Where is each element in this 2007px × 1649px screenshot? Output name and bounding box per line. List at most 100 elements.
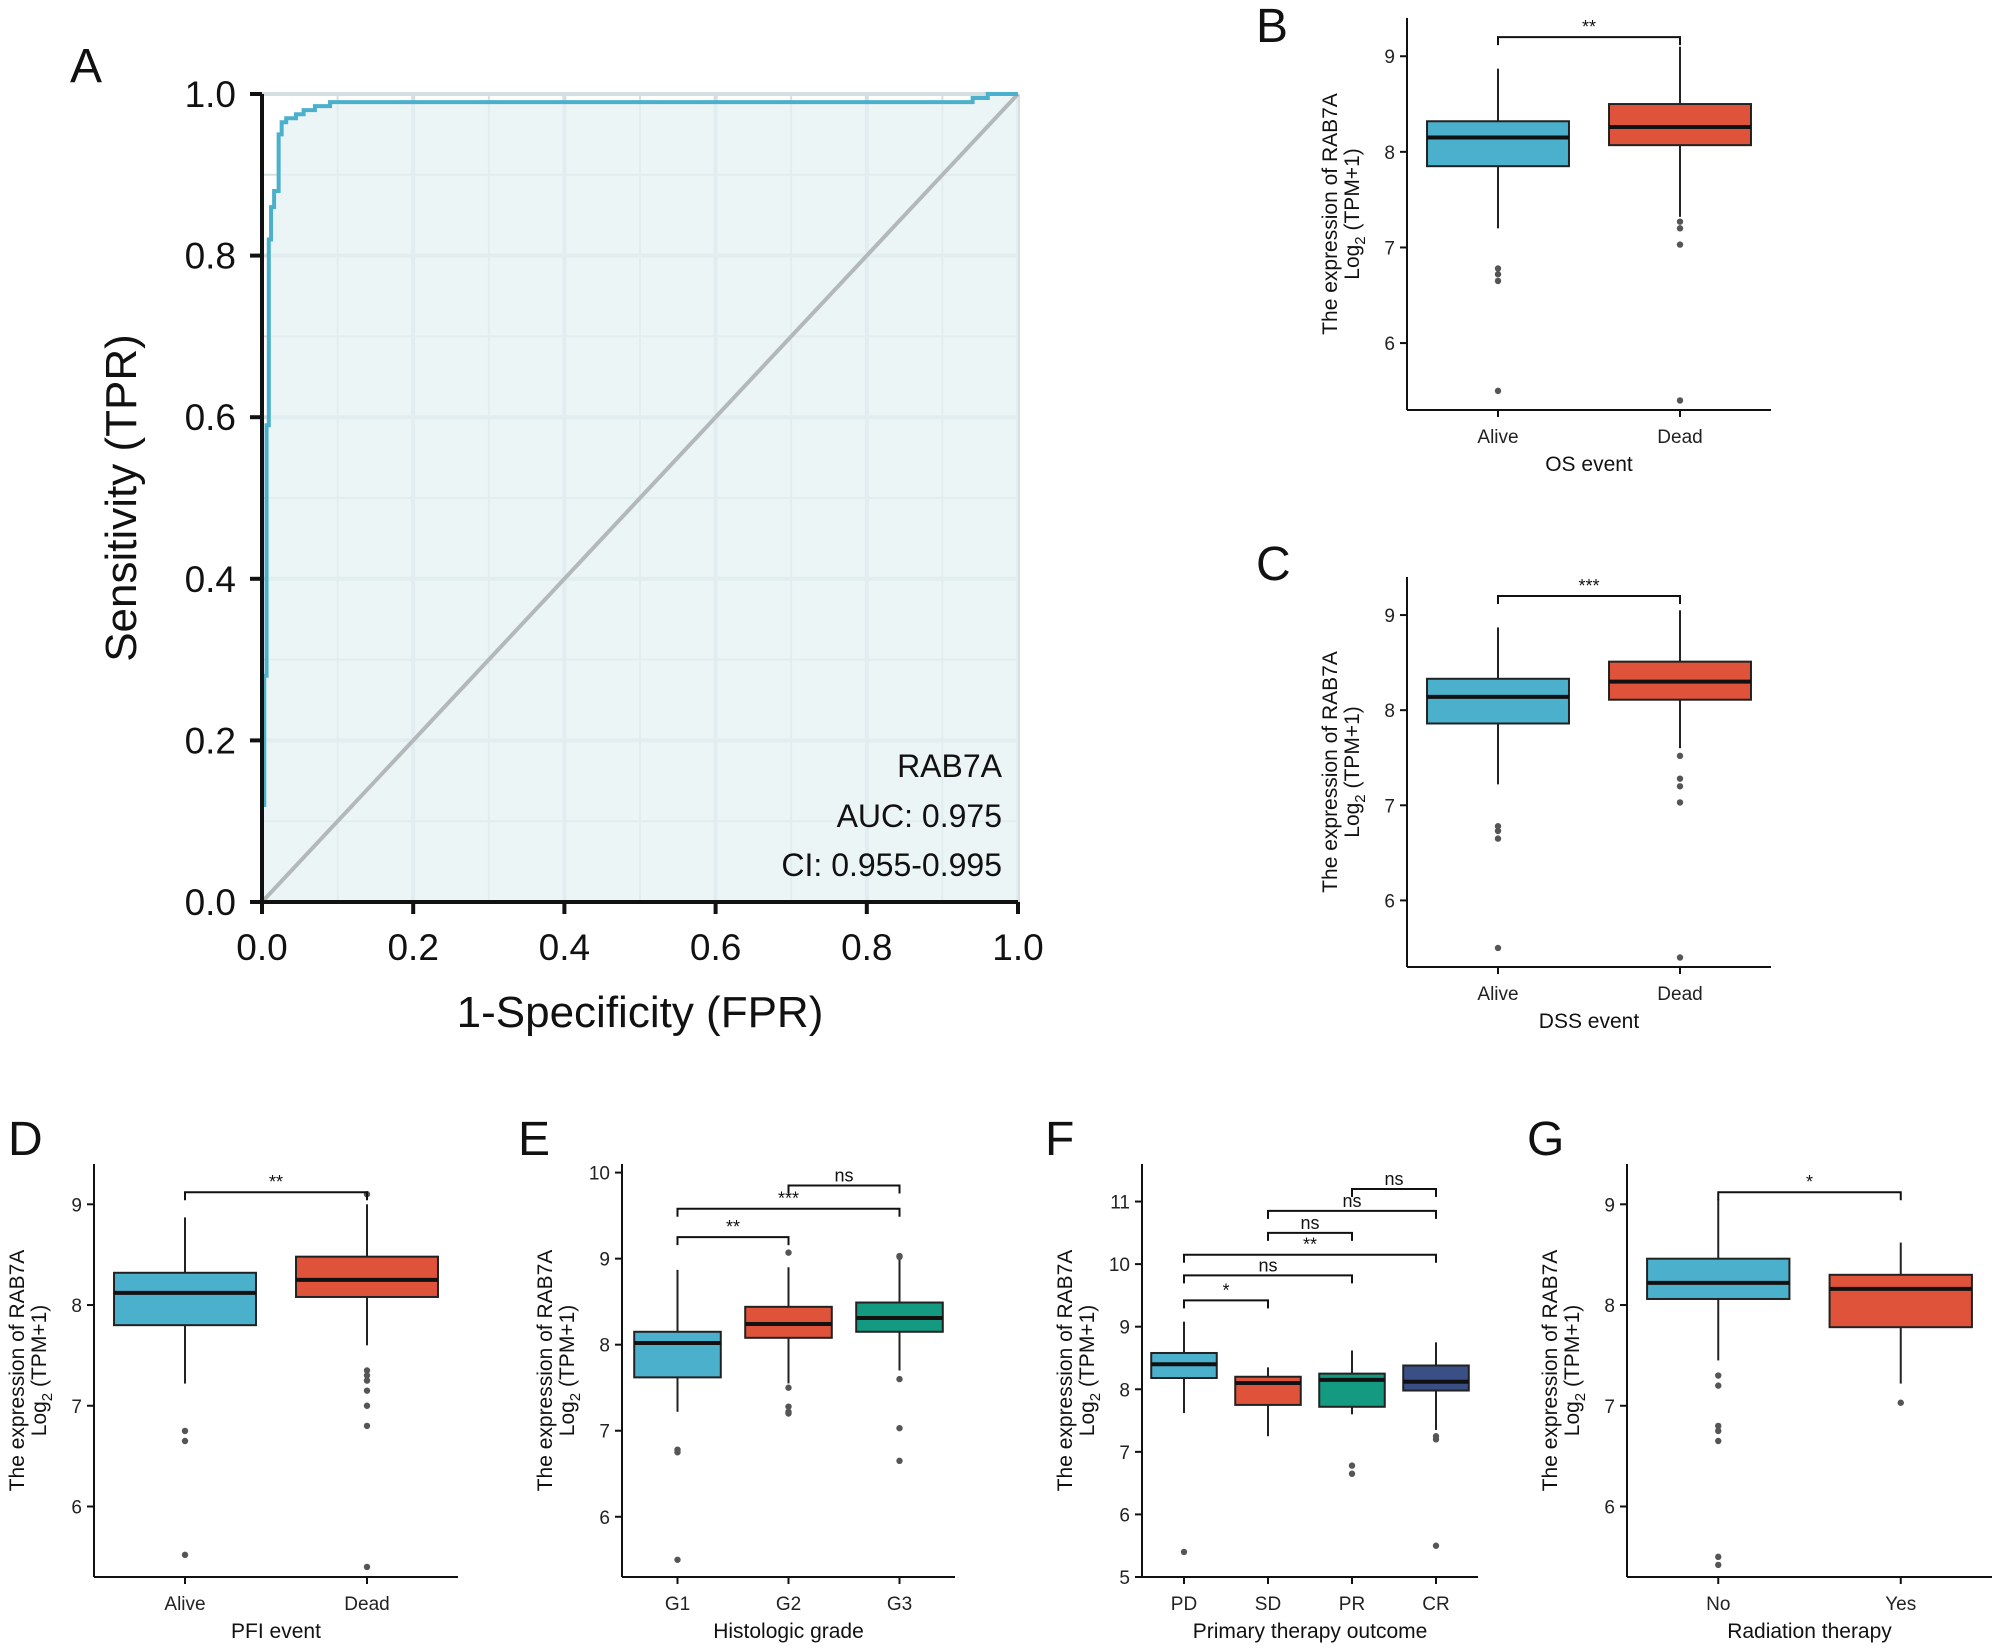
y-tick-label: 10	[1109, 1255, 1130, 1276]
significance-label: *	[1806, 1172, 1813, 1192]
y-tick-label: 7	[1384, 796, 1395, 817]
y-tick-label: 0.4	[185, 559, 236, 600]
y-tick-label: 8	[599, 1336, 610, 1357]
panel-label: F	[1045, 1113, 1074, 1166]
y-axis-unit-rest: (TPM+1)	[556, 1305, 579, 1393]
x-axis-title: DSS event	[1539, 1010, 1640, 1033]
box-no	[1646, 1257, 1791, 1300]
significance-bracket	[1351, 1188, 1437, 1198]
significance-label: **	[726, 1217, 740, 1237]
x-tick-label: 0.4	[539, 927, 590, 968]
outlier-point	[896, 1457, 903, 1465]
outlier-point	[785, 1403, 792, 1410]
y-tick-label: 6	[1604, 1497, 1615, 1518]
significance-bracket	[1183, 1299, 1269, 1309]
outlier-point	[896, 1253, 903, 1261]
box-sd	[1234, 1375, 1302, 1406]
y-axis-unit-rest: (TPM+1)	[1341, 706, 1364, 794]
significance-label: ns	[1300, 1213, 1319, 1233]
outlier-point	[363, 1402, 371, 1409]
significance-label: ***	[778, 1189, 799, 1209]
y-axis-unit-rest: (TPM+1)	[1076, 1305, 1099, 1393]
significance-bracket	[1267, 1209, 1437, 1219]
y-tick-label: 6	[71, 1497, 82, 1518]
outlier-point	[1676, 225, 1684, 232]
y-axis-unit-rest: (TPM+1)	[1341, 148, 1364, 236]
significance-label: ns	[1258, 1255, 1277, 1275]
outlier-point	[1676, 241, 1684, 248]
panel-label: E	[518, 1113, 550, 1166]
outlier-point	[674, 1556, 681, 1563]
y-axis-unit-log: Log	[1341, 803, 1364, 838]
reference-diagonal	[260, 92, 1020, 904]
box-yes	[1828, 1273, 1973, 1329]
y-tick-label: 9	[1384, 47, 1395, 68]
outlier-point	[1494, 271, 1502, 278]
outlier-point	[363, 1372, 371, 1379]
y-tick-label: 1.0	[185, 74, 236, 115]
y-axis-unit-log: Log	[556, 1401, 579, 1436]
y-axis-title-unit: Log2 (TPM+1)	[556, 1305, 584, 1436]
y-axis-title-unit: Log2 (TPM+1)	[1341, 706, 1369, 837]
y-tick-label: 8	[1604, 1296, 1615, 1317]
x-axis-title: 1-Specificity (FPR)	[457, 988, 824, 1037]
significance-label: *	[1222, 1280, 1229, 1300]
y-tick-label: 6	[1384, 334, 1395, 355]
boxplot-panel-b: B 6 7 8 9 Alive Dead ** OS event The expression o…	[1256, 0, 1771, 476]
outlier-point	[1348, 1462, 1356, 1469]
box-dead	[1608, 103, 1752, 147]
x-tick-label: 0.0	[236, 927, 287, 968]
outlier-point	[1715, 1372, 1722, 1379]
y-tick-label: 11	[1110, 1193, 1130, 1214]
panel-label: A	[70, 40, 102, 93]
outlier-point	[363, 1367, 371, 1374]
x-tick-label: G1	[665, 1594, 690, 1615]
x-tick-label: G3	[887, 1594, 912, 1615]
x-tick-label: Alive	[164, 1594, 205, 1615]
y-axis-unit-subscript: 2	[1087, 1393, 1104, 1401]
y-tick-label: 8	[1119, 1380, 1130, 1401]
roc-panel: A 0.0 0.2 0.4 0.6 0.8 1.0 0.0 0.2 0.4 0.6 0.8 1.0 1-S…	[70, 40, 1044, 1037]
y-tick-label: 9	[1604, 1195, 1615, 1216]
y-tick-label: 0.8	[185, 236, 236, 277]
significance-bracket	[184, 1191, 368, 1201]
outlier-point	[181, 1551, 189, 1559]
x-axis-title: Radiation therapy	[1727, 1620, 1892, 1643]
outlier-point	[363, 1563, 371, 1571]
outlier-point	[1676, 783, 1684, 790]
boxplot-panel-c: C 6 7 8 9 Alive Dead *** DSS event The expression…	[1256, 538, 1771, 1033]
x-tick-label: Alive	[1477, 984, 1518, 1005]
outlier-point	[1494, 823, 1502, 830]
y-axis-title: The expression of RAB7A	[1539, 1250, 1562, 1492]
box-alive	[113, 1271, 257, 1327]
outlier-point	[1180, 1548, 1188, 1556]
y-axis-title: The expression of RAB7A	[1319, 93, 1342, 335]
x-axis-title: PFI event	[231, 1620, 321, 1643]
box-g1	[633, 1330, 722, 1379]
y-tick-label: 10	[589, 1164, 610, 1185]
roc-annotation: RAB7A	[897, 748, 1003, 784]
outlier-point	[181, 1427, 189, 1435]
x-tick-label: PD	[1171, 1594, 1197, 1615]
significance-bracket	[1267, 1231, 1353, 1241]
y-tick-label: 5	[1119, 1568, 1130, 1589]
y-axis-unit-rest: (TPM+1)	[1561, 1305, 1584, 1393]
y-axis-unit-subscript: 2	[1572, 1393, 1589, 1401]
y-axis-unit-subscript: 2	[1352, 236, 1369, 244]
significance-label: **	[1303, 1235, 1317, 1255]
panel-label: D	[8, 1113, 43, 1166]
outlier-point	[363, 1422, 371, 1430]
x-tick-label: Alive	[1477, 427, 1518, 448]
significance-label: **	[1582, 17, 1596, 37]
y-tick-label: 0.2	[185, 720, 236, 761]
significance-bracket	[1497, 36, 1681, 46]
y-tick-label: 7	[1604, 1397, 1615, 1418]
significance-bracket	[676, 1236, 790, 1246]
y-tick-label: 8	[1384, 701, 1395, 722]
outlier-point	[1715, 1437, 1722, 1445]
outlier-point	[785, 1410, 792, 1417]
y-tick-label: 7	[71, 1397, 82, 1418]
x-axis-title: Histologic grade	[713, 1620, 864, 1643]
